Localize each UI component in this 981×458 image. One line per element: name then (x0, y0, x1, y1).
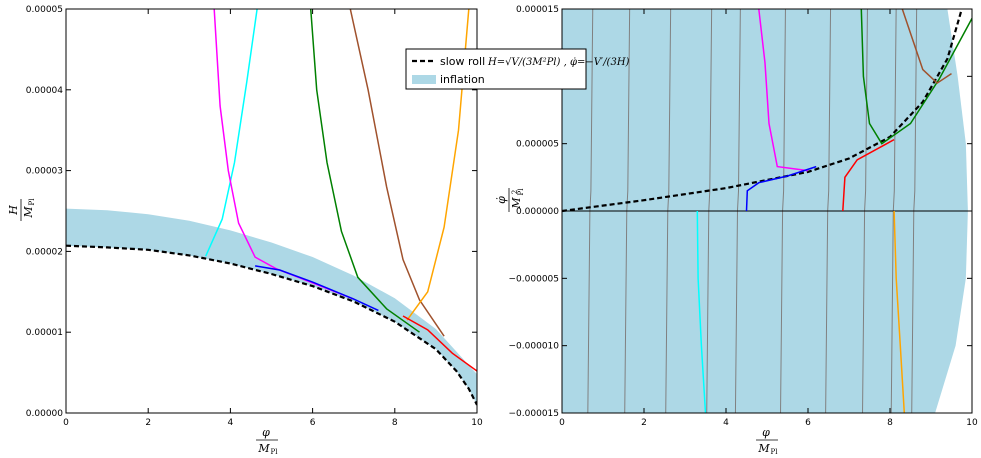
svg-text:H: H (7, 205, 20, 216)
y-tick-label: 0.000005 (516, 140, 559, 150)
svg-text:M: M (257, 442, 270, 455)
inflation-region-left (66, 208, 477, 405)
left-series-line-7 (402, 315, 477, 372)
right-xlabel: φ M Pl (756, 426, 778, 456)
svg-text:Pl: Pl (517, 188, 525, 196)
svg-text:φ̇: φ̇ (495, 196, 508, 204)
right-series-line-7 (893, 210, 906, 413)
y-tick-label: 0.00000 (26, 409, 63, 419)
x-tick-label: 10 (966, 418, 978, 428)
left-panel: 0 2 4 6 8 10 0.00000 0.00001 0.00002 0.00003 0.000… (7, 5, 483, 456)
left-series-line-1 (205, 9, 258, 257)
left-series-group (66, 9, 477, 406)
right-ylabel: φ̇ M 2 Pl (495, 188, 525, 212)
y-tick-label: 0.000015 (516, 5, 559, 15)
left-xlabel: φ M Pl (256, 426, 278, 456)
legend-inflation-swatch (412, 75, 436, 84)
y-tick-label: −0.000010 (509, 342, 560, 352)
x-tick-label: 6 (310, 418, 316, 428)
right-series-group (562, 9, 972, 413)
y-tick-label: 0.00003 (26, 167, 63, 177)
svg-text:M: M (510, 197, 523, 210)
right-series-line-4 (745, 165, 817, 212)
x-tick-label: 2 (641, 418, 647, 428)
x-tick-label: 8 (392, 418, 398, 428)
svg-text:φ: φ (762, 426, 770, 439)
right-series-line-6 (696, 210, 707, 413)
left-series-line-6 (406, 9, 470, 321)
y-tick-label: 0.00005 (26, 5, 63, 15)
x-tick-label: 6 (805, 418, 811, 428)
x-tick-label: 4 (723, 418, 729, 428)
legend-label-slow-roll: slow roll (440, 55, 485, 68)
left-plot-frame (65, 8, 478, 414)
left-ticks: 0 2 4 6 8 10 0.00000 0.00001 0.00002 0.00003 0.000… (26, 5, 483, 428)
left-series-line-0 (66, 244, 477, 406)
right-series-line-3 (901, 9, 952, 85)
left-ylabel: H M Pl (7, 198, 36, 221)
y-tick-label: 0.00004 (26, 86, 63, 96)
left-series-line-5 (349, 9, 445, 337)
x-tick-label: 8 (887, 418, 893, 428)
left-series-line-3 (254, 265, 379, 312)
legend-math-slow-roll: H=√V/(3M²Pl) , φ̇=−V′/(3H) (487, 57, 630, 68)
y-tick-label: 0.00001 (26, 328, 63, 338)
svg-text:Pl: Pl (771, 448, 779, 456)
right-series-line-2 (860, 9, 972, 145)
x-tick-label: 0 (63, 418, 69, 428)
x-tick-label: 10 (471, 418, 483, 428)
svg-text:Pl: Pl (28, 198, 36, 206)
svg-text:φ: φ (262, 426, 270, 439)
legend-label-inflation: inflation (440, 73, 485, 86)
right-series-line-1 (758, 9, 809, 172)
left-series-line-4 (309, 9, 420, 333)
y-tick-label: 0.00002 (26, 247, 63, 257)
y-tick-label: 0.000000 (516, 207, 559, 217)
right-series-line-5 (842, 138, 895, 212)
svg-text:M: M (22, 206, 35, 219)
svg-text:Pl: Pl (271, 448, 279, 456)
legend: slow roll H=√V/(3M²Pl) , φ̇=−V′/(3H) inf… (405, 48, 630, 90)
svg-text:2: 2 (511, 190, 519, 194)
x-tick-label: 2 (145, 418, 151, 428)
svg-text:M: M (757, 442, 770, 455)
x-tick-label: 0 (559, 418, 565, 428)
right-panel: 0 2 4 6 8 10 −0.000015 −0.000010 −0.000005 0.0000… (495, 5, 978, 456)
y-tick-label: −0.000015 (509, 409, 559, 419)
x-tick-label: 4 (228, 418, 234, 428)
inflation-band (66, 208, 477, 405)
y-tick-label: −0.000005 (509, 274, 559, 284)
